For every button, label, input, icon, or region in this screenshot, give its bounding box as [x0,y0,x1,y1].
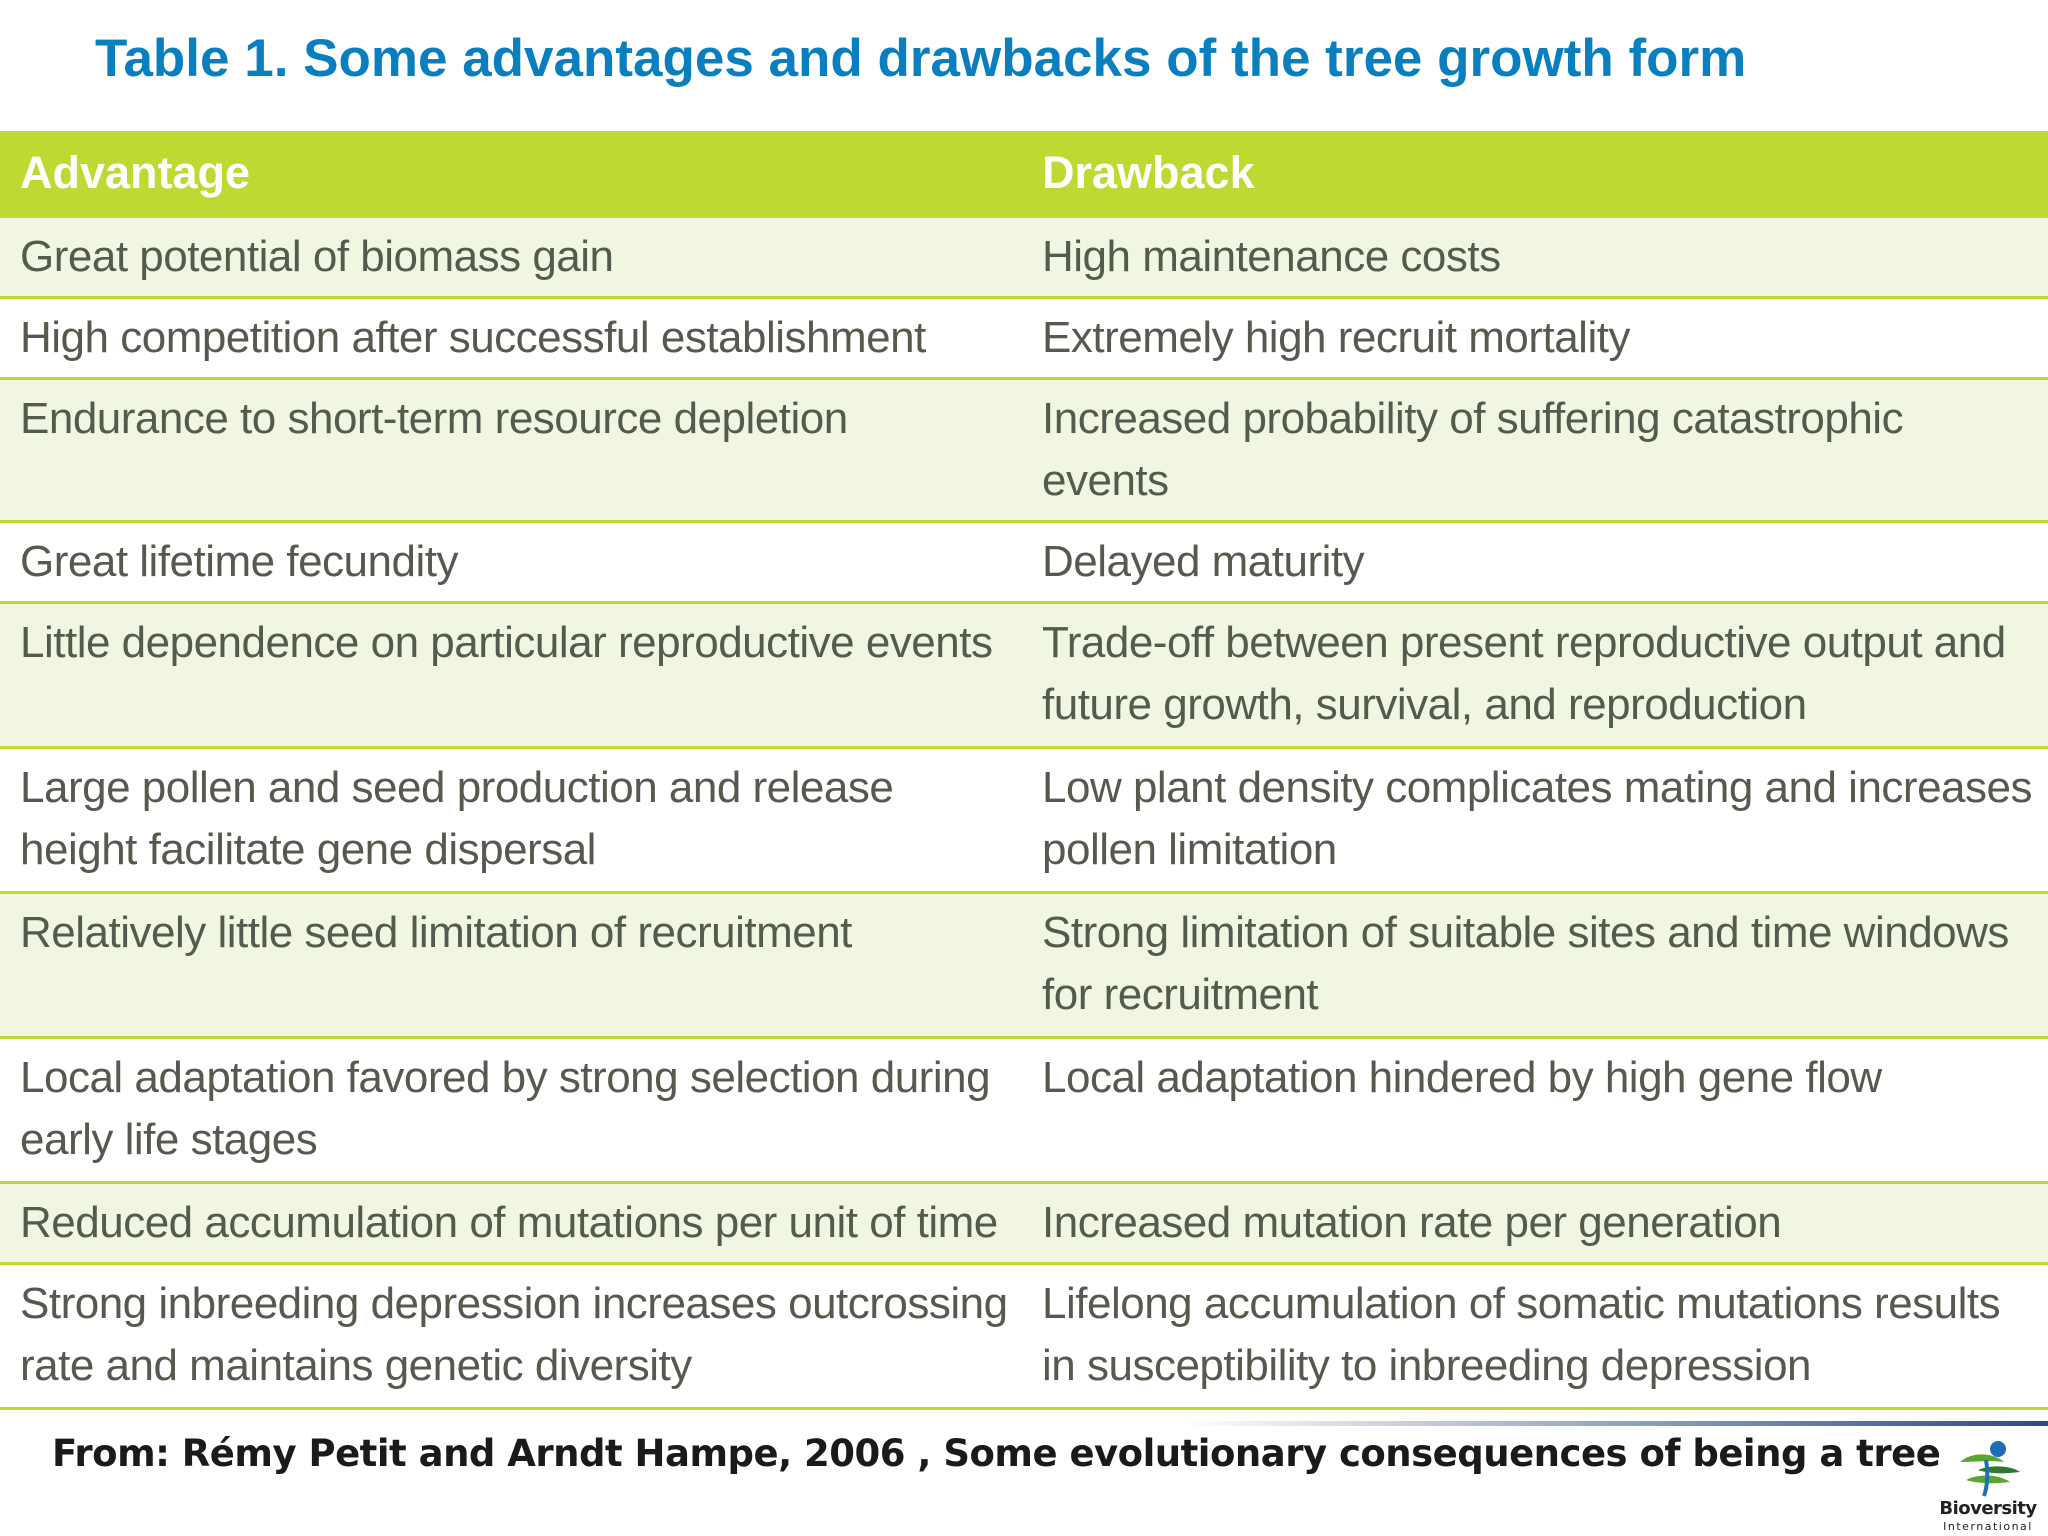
advantage-cell: Reduced accumulation of mutations per un… [0,1181,1022,1265]
advantage-cell: Great potential of biomass gain [0,215,1022,299]
logo-subtitle: International [1943,1520,2033,1533]
table-row: High competition after successful establ… [0,296,2048,380]
table-row: Great potential of biomass gain High mai… [0,215,2048,299]
advantages-drawbacks-table: Advantage Drawback Great potential of bi… [0,131,2048,1410]
advantage-cell: Endurance to short-term resource depleti… [0,377,1022,523]
table-row: Great lifetime fecundity Delayed maturit… [0,520,2048,604]
table-row: Local adaptation favored by strong selec… [0,1036,2048,1184]
drawback-cell: Trade-off between present reproductive o… [1022,601,2048,749]
advantage-cell: Great lifetime fecundity [0,520,1022,604]
advantage-cell: High competition after successful establ… [0,296,1022,380]
table-header-row: Advantage Drawback [0,131,2048,217]
table-row: Relatively little seed limitation of rec… [0,891,2048,1039]
advantage-cell: Local adaptation favored by strong selec… [0,1036,1022,1184]
table-row: Reduced accumulation of mutations per un… [0,1181,2048,1265]
drawback-cell: High maintenance costs [1022,215,2048,299]
header-advantage: Advantage [0,131,1022,217]
source-citation: From: Rémy Petit and Arndt Hampe, 2006 ,… [52,1432,1941,1475]
drawback-cell: Extremely high recruit mortality [1022,296,2048,380]
drawback-cell: Lifelong accumulation of somatic mutatio… [1022,1262,2048,1410]
footer-divider [1180,1421,2048,1426]
bioversity-logo: Bioversity International [1938,1440,2038,1536]
drawback-cell: Increased mutation rate per generation [1022,1181,2048,1265]
drawback-cell: Strong limitation of suitable sites and … [1022,891,2048,1039]
drawback-cell: Local adaptation hindered by high gene f… [1022,1036,2048,1184]
advantage-cell: Strong inbreeding depression increases o… [0,1262,1022,1410]
table-row: Little dependence on particular reproduc… [0,601,2048,749]
table-row: Large pollen and seed production and rel… [0,746,2048,894]
header-drawback: Drawback [1022,131,2048,217]
advantage-cell: Relatively little seed limitation of rec… [0,891,1022,1039]
logo-name: Bioversity [1939,1498,2037,1519]
drawback-cell: Delayed maturity [1022,520,2048,604]
table-row: Endurance to short-term resource depleti… [0,377,2048,523]
advantage-cell: Large pollen and seed production and rel… [0,746,1022,894]
bioversity-leaf-icon [1960,1441,2020,1497]
drawback-cell: Low plant density complicates mating and… [1022,746,2048,894]
advantage-cell: Little dependence on particular reproduc… [0,601,1022,749]
table-row: Strong inbreeding depression increases o… [0,1262,2048,1410]
drawback-cell: Increased probability of suffering catas… [1022,377,2048,523]
page-title: Table 1. Some advantages and drawbacks o… [95,29,1747,88]
